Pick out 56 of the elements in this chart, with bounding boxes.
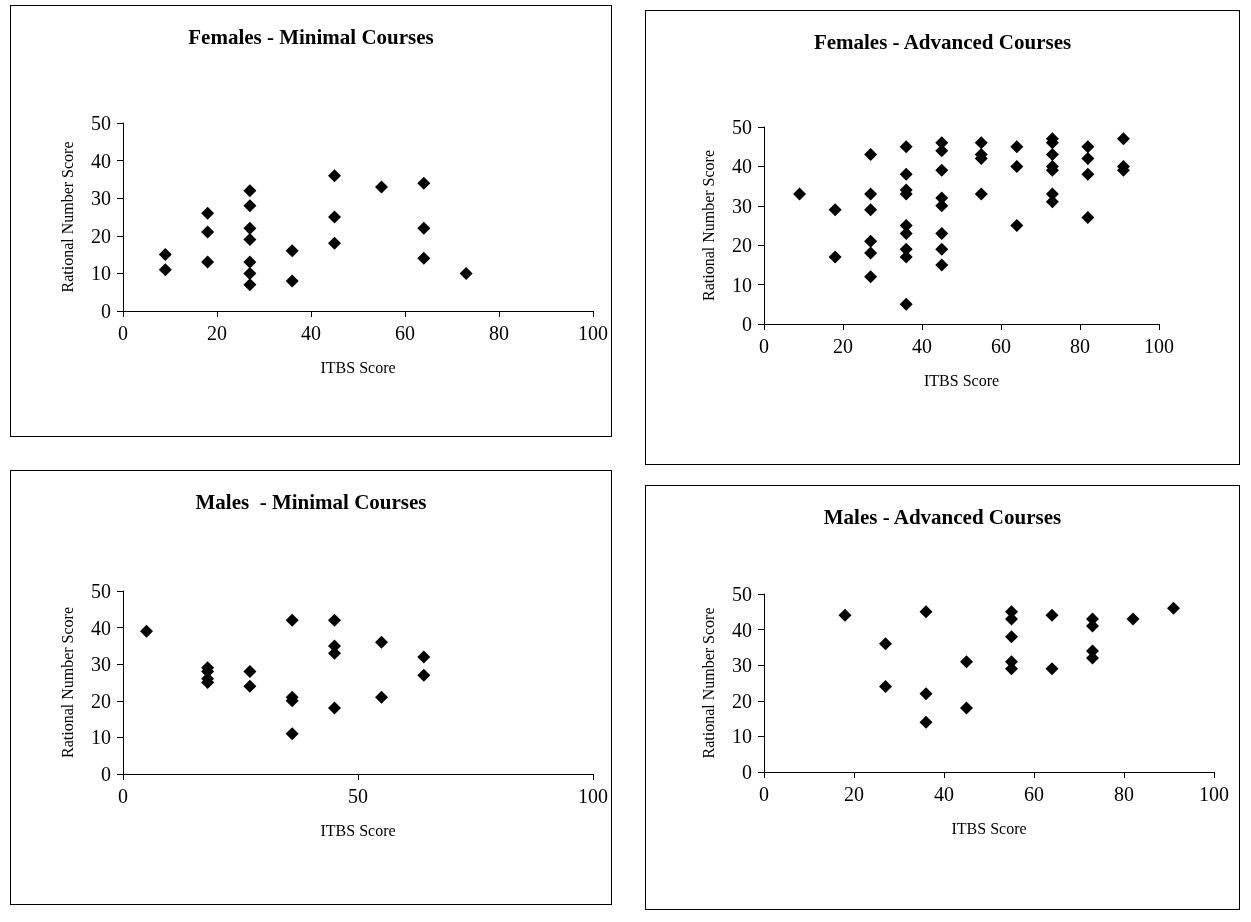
x-tick-label: 60 <box>1024 783 1044 805</box>
x-tick-label: 100 <box>1144 335 1174 357</box>
y-tick-label: 10 <box>91 262 111 285</box>
x-tick-label: 100 <box>578 322 608 344</box>
y-tick-label: 30 <box>91 187 111 210</box>
y-tick-label: 20 <box>91 224 111 247</box>
x-axis-title: ITBS Score <box>320 821 396 839</box>
y-tick-label: 0 <box>101 300 111 322</box>
x-axis-title: ITBS Score <box>923 371 1000 389</box>
y-tick-label: 30 <box>91 653 111 676</box>
y-tick-label: 30 <box>732 654 752 677</box>
x-tick-label: 0 <box>759 335 769 357</box>
y-tick-label: 10 <box>732 725 752 748</box>
y-tick-label: 0 <box>101 763 111 785</box>
y-tick-label: 50 <box>732 116 752 138</box>
x-tick-label: 40 <box>934 783 954 805</box>
y-tick-label: 50 <box>91 112 111 134</box>
chart-title: Females - Advanced Courses <box>813 29 1072 54</box>
x-tick-label: 50 <box>348 785 368 807</box>
y-tick-label: 50 <box>732 583 752 605</box>
x-tick-label: 20 <box>833 335 853 357</box>
x-tick-label: 60 <box>395 322 415 344</box>
x-tick-label: 20 <box>207 322 227 344</box>
y-tick-label: 40 <box>732 618 752 641</box>
chart-title: Males - Advanced Courses <box>823 504 1062 529</box>
y-tick-label: 20 <box>732 234 752 257</box>
x-tick-label: 40 <box>912 335 932 357</box>
y-tick-label: 10 <box>732 273 752 296</box>
x-tick-label: 0 <box>118 785 128 807</box>
chart-title: Females - Minimal Courses <box>188 24 434 49</box>
x-axis-title: ITBS Score <box>320 358 396 376</box>
x-tick-label: 0 <box>759 783 769 805</box>
y-axis-title: Rational Number Score <box>699 607 717 759</box>
x-tick-label: 40 <box>301 322 321 344</box>
x-tick-label: 100 <box>1199 783 1229 805</box>
x-tick-label: 80 <box>1114 783 1134 805</box>
y-axis-title: Rational Number Score <box>58 141 76 293</box>
x-tick-label: 20 <box>844 783 864 805</box>
y-tick-label: 20 <box>732 689 752 712</box>
y-tick-label: 30 <box>732 194 752 217</box>
x-tick-label: 100 <box>578 785 608 807</box>
y-axis-title: Rational Number Score <box>58 606 76 759</box>
y-tick-label: 0 <box>742 761 752 783</box>
x-tick-label: 60 <box>991 335 1011 357</box>
x-axis-title: ITBS Score <box>951 819 1027 837</box>
y-tick-label: 40 <box>91 616 111 639</box>
chart-title: Males - Minimal Courses <box>195 489 427 514</box>
y-tick-label: 10 <box>91 726 111 749</box>
y-axis-title: Rational Number Score <box>699 149 717 302</box>
x-tick-label: 80 <box>1070 335 1090 357</box>
y-tick-label: 50 <box>91 580 111 602</box>
x-tick-label: 0 <box>118 322 128 344</box>
y-tick-label: 40 <box>91 149 111 172</box>
y-tick-label: 20 <box>91 689 111 712</box>
x-tick-label: 80 <box>489 322 509 344</box>
y-tick-label: 40 <box>732 155 752 178</box>
